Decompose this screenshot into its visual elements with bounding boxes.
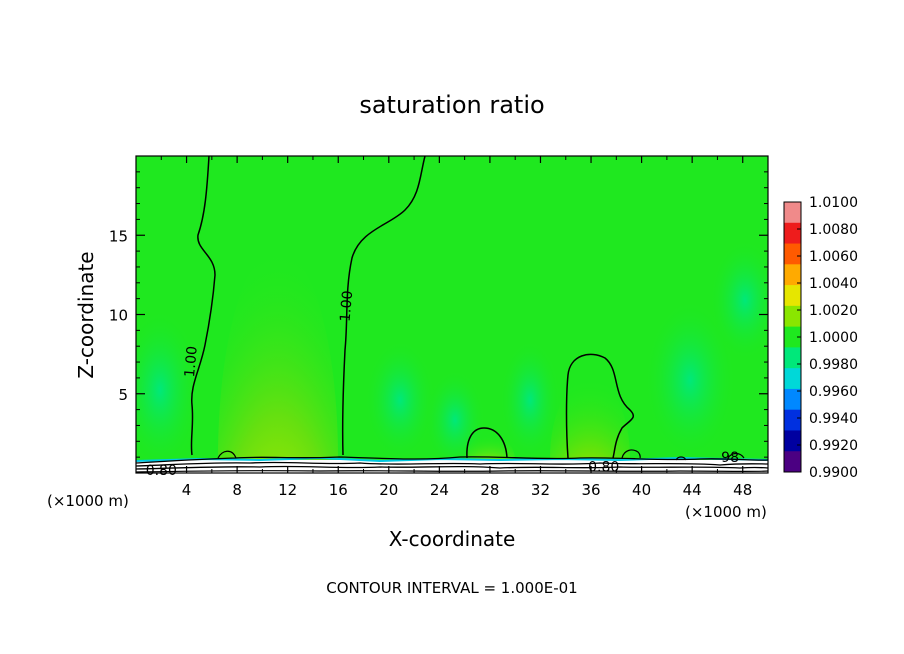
y-axis: 5 10 15 [109, 171, 768, 458]
x-tick-label: 16 [329, 481, 348, 499]
contour-interval-note: CONTOUR INTERVAL = 1.000E-01 [326, 579, 577, 597]
colorbar: 1.0100 1.0080 1.0060 1.0040 1.0020 1.0000 0.99… [783, 195, 858, 481]
dry-patch-1 [136, 310, 200, 470]
moist-cell-3 [550, 378, 630, 473]
contour-line-1 [190, 156, 216, 456]
x-tick-label: 40 [632, 481, 651, 499]
chart-title: saturation ratio [359, 91, 544, 119]
dry-patch-6 [710, 240, 768, 360]
x-tick-label: 20 [379, 481, 398, 499]
x-tick-label: 8 [232, 481, 242, 499]
colorbar-label: 1.0080 [809, 222, 858, 238]
colorbar-label: 1.0100 [809, 195, 858, 211]
x-tick-label: 28 [480, 481, 499, 499]
colorbar-label: 1.0060 [809, 249, 858, 265]
surface-contour-3 [136, 465, 768, 470]
colorbar-swatch [784, 430, 801, 452]
colorbar-swatch [784, 409, 801, 431]
y-tick-label: 5 [118, 386, 128, 404]
x-unit-right: (×1000 m) [685, 503, 767, 521]
contour-line-8 [727, 452, 745, 459]
x-tick-label: 36 [581, 481, 600, 499]
colorbar-swatch [784, 388, 801, 411]
colorbar-label: 0.9920 [809, 438, 858, 454]
colorbar-swatch [784, 326, 801, 348]
x-tick-label: 44 [683, 481, 702, 499]
y-axis-label: Z-coordinate [74, 251, 98, 378]
x-tick-label: 24 [430, 481, 449, 499]
colorbar-label: 1.0000 [809, 330, 858, 346]
x-axis: 4 8 12 16 20 24 28 32 36 40 44 48 [160, 156, 752, 499]
colorbar-swatch [784, 202, 801, 224]
colorbar-label: 0.9900 [809, 465, 858, 481]
colorbar-swatch [784, 305, 801, 328]
dry-patch-2 [365, 340, 435, 460]
y-tick-label: 15 [109, 227, 128, 245]
contour-line-6 [217, 450, 237, 459]
colorbar-swatch [784, 222, 801, 245]
x-unit-left: (×1000 m) [47, 492, 129, 510]
colorbar-swatch [784, 347, 801, 369]
plot-area [136, 156, 768, 473]
surface-contour-2 [136, 461, 768, 467]
colorbar-swatch [784, 285, 801, 307]
colorbar-label: 0.9940 [809, 411, 858, 427]
contour-label: 1.00 [338, 290, 357, 322]
x-axis-label: X-coordinate [389, 527, 516, 551]
colorbar-swatch [784, 368, 801, 390]
y-tick-label: 10 [109, 307, 128, 325]
x-tick-label: 48 [733, 481, 752, 499]
contour-line-3 [466, 427, 508, 459]
colorbar-label: 1.0020 [809, 303, 858, 319]
contour-line-5 [621, 449, 641, 459]
x-tick-label: 12 [278, 481, 297, 499]
contour-label: 1.00 [182, 345, 201, 377]
colorbar-swatch [784, 243, 801, 265]
dry-patch-4 [500, 340, 560, 460]
dry-patch-5 [645, 300, 735, 460]
colorbar-label: 0.9980 [809, 357, 858, 373]
contour-label: 98 [721, 450, 739, 466]
colorbar-label: 0.9960 [809, 384, 858, 400]
x-tick-label: 4 [182, 481, 192, 499]
contour-line-4 [565, 353, 634, 459]
x-tick-label: 32 [531, 481, 550, 499]
colorbar-swatch [784, 264, 801, 286]
moist-cell-1 [218, 248, 338, 473]
colorbar-swatch [784, 451, 801, 473]
surface-contour-1 [136, 456, 768, 464]
contour-line-2 [341, 156, 426, 456]
contour-label: 0.80 [588, 460, 619, 476]
colorbar-label: 1.0040 [809, 276, 858, 292]
